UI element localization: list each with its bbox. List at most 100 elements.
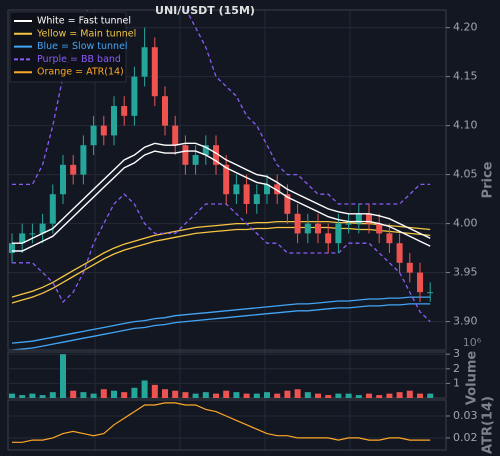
volume-bar: [29, 393, 36, 398]
volume-bar: [162, 389, 168, 398]
candle-body: [304, 223, 311, 234]
y-tick-label: 3: [453, 347, 460, 360]
volume-bar: [335, 393, 342, 398]
candle-body: [80, 145, 87, 175]
volume-bar: [304, 392, 311, 398]
candle-body: [111, 106, 117, 136]
volume-bar: [213, 393, 219, 398]
candle-body: [172, 125, 179, 146]
candle-body: [366, 213, 372, 224]
volume-bar: [264, 392, 270, 398]
candle-body: [396, 243, 403, 263]
candle-body: [243, 184, 250, 205]
y-axis-label: Price: [481, 161, 496, 198]
y-tick-label: 1: [453, 376, 460, 389]
legend-label: Yellow = Main tunnel: [36, 28, 136, 39]
candle-body: [29, 233, 36, 235]
price-frame: [7, 9, 447, 351]
volume-bar: [376, 395, 383, 398]
volume-bar: [39, 395, 46, 398]
candle-body: [19, 233, 26, 244]
candle-body: [406, 262, 413, 273]
atr-frame: [7, 399, 447, 451]
volume-bar: [396, 392, 403, 398]
candle-body: [151, 47, 158, 97]
candle-body: [39, 223, 46, 234]
candle-body: [386, 233, 393, 244]
volume-bar: [355, 395, 362, 398]
volume-bar: [111, 390, 117, 398]
candle-body: [325, 233, 332, 244]
candle-body: [355, 213, 362, 224]
candle-body: [90, 125, 97, 146]
volume-bar: [233, 392, 240, 398]
y-tick-label: 2: [453, 362, 460, 375]
indicator-line: [11, 296, 431, 344]
candle-body: [121, 106, 128, 116]
volume-bar: [19, 395, 26, 398]
indicator-line: [12, 193, 431, 323]
y-tick-label: 4.00: [453, 217, 478, 230]
volume-bar: [294, 389, 301, 398]
candle-body: [335, 223, 342, 244]
chart-title: UNI/USDT (15M): [155, 4, 255, 17]
candle-body: [202, 145, 209, 156]
candle-body: [100, 125, 107, 136]
y-axis-label: ATR(14): [481, 396, 496, 454]
legend-label: Purple = BB band: [37, 54, 121, 65]
legend-label: Orange = ATR(14): [37, 67, 124, 78]
price-panel: [8, 10, 446, 350]
candle-body: [253, 194, 260, 205]
scale-label: 10⁶: [463, 336, 482, 349]
volume-bar: [386, 393, 393, 398]
candle-body: [315, 223, 321, 234]
candle-body: [182, 145, 189, 165]
volume-bar: [345, 393, 352, 398]
candle-body: [213, 145, 219, 165]
volume-bar: [80, 392, 87, 398]
legend-box: [9, 11, 127, 83]
volume-bar: [417, 393, 423, 398]
candle-body: [417, 272, 423, 293]
candle-body: [284, 194, 291, 214]
candle-body: [345, 223, 352, 225]
candle-body: [131, 76, 138, 116]
y-tick-label: 4.05: [453, 168, 478, 181]
y-tick-label: 4.20: [453, 21, 478, 34]
candle-body: [427, 292, 434, 294]
volume-bar: [151, 384, 158, 398]
legend-label: Blue = Slow tunnel: [37, 41, 128, 52]
volume-bar: [9, 393, 15, 398]
y-axis-label: Volume: [465, 351, 480, 406]
y-tick-label: 4.15: [453, 70, 478, 83]
indicator-line: [12, 142, 431, 244]
volume-bar: [274, 393, 281, 398]
candle-body: [9, 243, 15, 253]
y-tick-label: 0.02: [453, 431, 478, 444]
candle-body: [70, 164, 77, 175]
indicator-line: [11, 303, 431, 350]
candle-body: [233, 184, 240, 195]
volume-bar: [172, 390, 179, 398]
y-tick-label: 0.03: [453, 409, 478, 422]
volume-bar: [366, 393, 372, 398]
volume-bar: [253, 393, 260, 398]
volume-bar: [192, 393, 199, 398]
volume-bar: [182, 392, 189, 398]
candle-body: [294, 213, 301, 234]
volume-bar: [284, 390, 291, 398]
indicator-line: [11, 226, 431, 304]
volume-bar: [141, 380, 148, 398]
volume-bar: [315, 393, 321, 398]
indicator-line: [12, 150, 431, 252]
volume-bar: [243, 393, 250, 398]
volume-bar: [49, 392, 56, 398]
candle-body: [141, 47, 148, 77]
volume-bar: [325, 395, 332, 398]
volume-bar: [202, 392, 209, 398]
candle-body: [49, 194, 56, 224]
candle-body: [192, 155, 199, 165]
volume-bar: [406, 390, 413, 398]
candle-body: [60, 164, 66, 195]
